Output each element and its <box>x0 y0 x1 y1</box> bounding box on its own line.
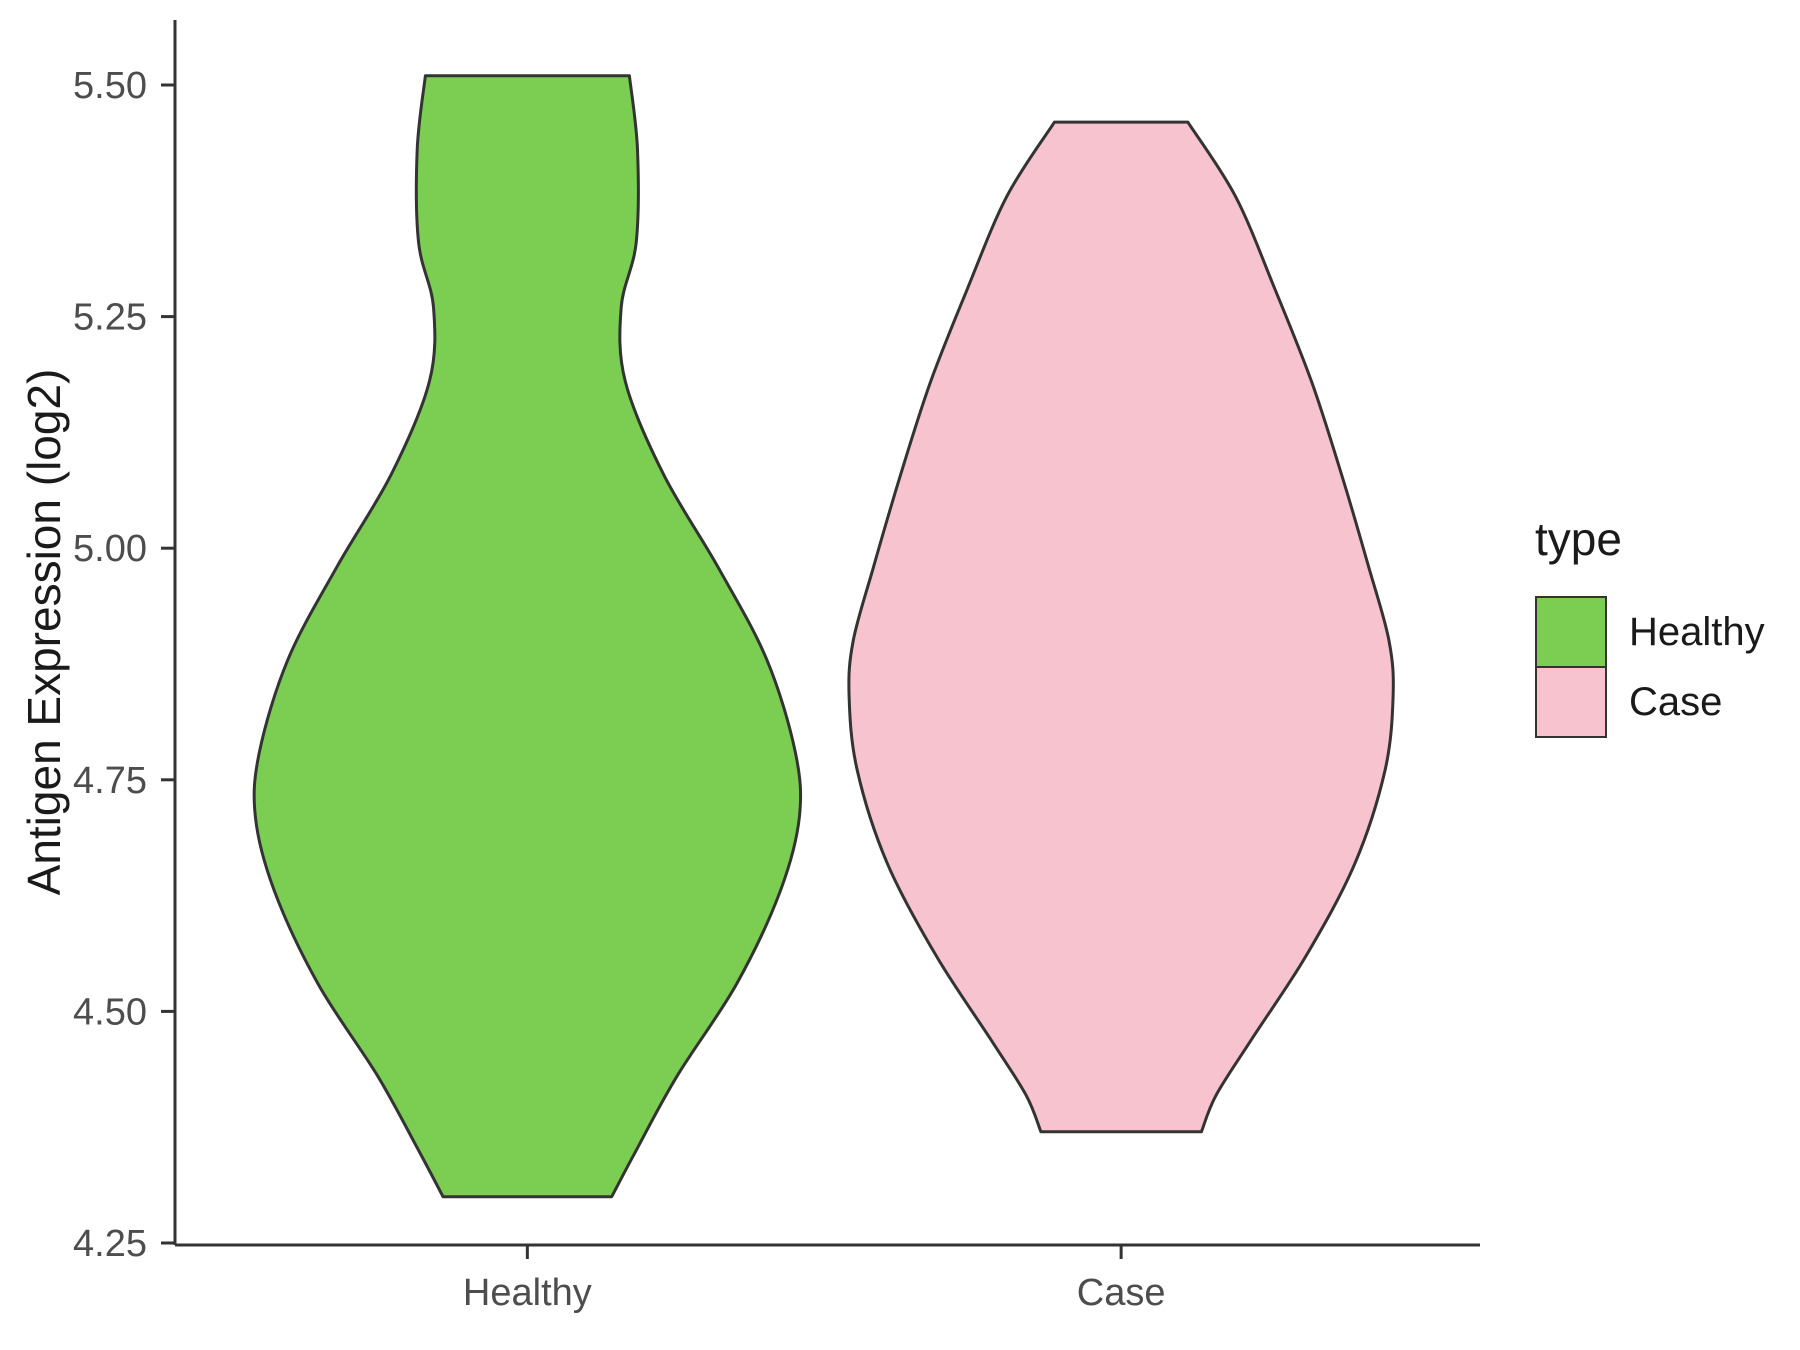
legend-title: type <box>1535 513 1622 565</box>
legend-label-case: Case <box>1629 679 1723 724</box>
legend-swatch-case-icon <box>1535 666 1607 738</box>
legend-item-healthy: Healthy <box>1535 596 1765 668</box>
legend-swatch-healthy-icon <box>1535 596 1607 668</box>
y-tick-label: 5.25 <box>73 297 147 339</box>
x-tick-label: Case <box>1077 1272 1166 1314</box>
y-tick-label: 4.50 <box>73 991 147 1033</box>
legend-item-case: Case <box>1535 666 1765 738</box>
violin-healthy <box>252 74 803 1199</box>
y-tick-label: 4.75 <box>73 760 147 802</box>
legend-items: Healthy Case <box>1535 596 1765 738</box>
legend: type Healthy Case <box>1535 512 1765 738</box>
violin-case <box>847 120 1395 1134</box>
legend-label-healthy: Healthy <box>1629 609 1765 654</box>
y-tick-label: 4.25 <box>73 1223 147 1265</box>
x-tick-label: Healthy <box>463 1272 592 1314</box>
y-tick-label: 5.00 <box>73 528 147 570</box>
y-tick-label: 5.50 <box>73 65 147 107</box>
